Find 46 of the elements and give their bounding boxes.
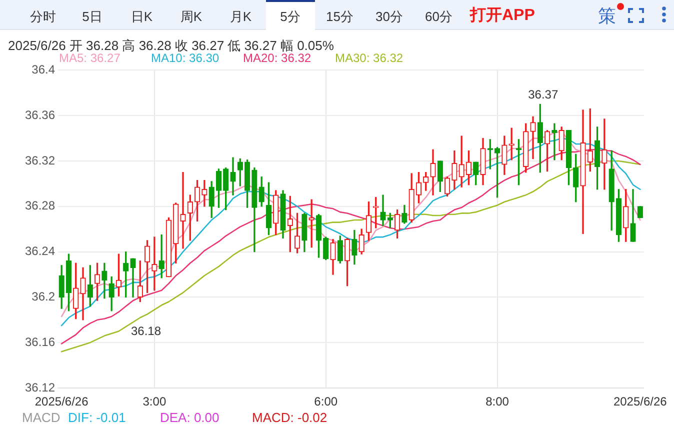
y-tick-label: 36.28 — [24, 198, 56, 213]
text: MACD: -0.02 — [252, 410, 328, 424]
text: MACD — [22, 410, 60, 424]
annotation: 36.37 — [528, 88, 558, 102]
text: 分时 — [30, 8, 56, 24]
text: 周K — [180, 8, 202, 24]
text: 日K — [130, 8, 153, 24]
candlestick — [530, 116, 536, 160]
x-tick-label: 2025/6/26 — [613, 394, 668, 409]
annotation: 36.18 — [131, 324, 162, 338]
text: 月K — [230, 8, 252, 24]
text: 5分 — [280, 8, 300, 24]
candlestick — [152, 236, 158, 291]
x-tick-label: 8:00 — [486, 394, 510, 409]
candlestick — [308, 199, 314, 248]
text: 打开APP — [470, 7, 535, 25]
candlestick — [458, 136, 464, 188]
candlestick — [508, 128, 514, 160]
text: MA20: 36.32 — [243, 51, 312, 65]
text: 60分 — [425, 8, 452, 24]
text: MA10: 36.30 — [151, 51, 220, 65]
text: 策 — [598, 6, 616, 26]
y-tick-label: 36.36 — [24, 108, 56, 122]
y-tick-label: 36.16 — [24, 334, 56, 349]
x-tick-label: 3:00 — [142, 394, 166, 409]
candlestick — [552, 123, 558, 160]
x-tick-label: 6:00 — [314, 394, 338, 409]
candlestick — [202, 180, 208, 207]
text: DEA: 0.00 — [160, 410, 220, 424]
text: 15分 — [326, 8, 354, 24]
y-tick-label: 36.32 — [24, 153, 56, 168]
candlestick — [602, 118, 608, 190]
text: DIF: -0.01 — [68, 410, 126, 424]
y-tick-label: 36.12 — [24, 380, 56, 394]
text: MA5: 36.27 — [59, 51, 120, 65]
text: 30分 — [376, 8, 403, 24]
y-tick-label: 36.24 — [24, 244, 56, 258]
x-tick-label: 2025/6/26 — [34, 394, 89, 409]
y-tick-label: 36.2 — [32, 290, 56, 304]
chart-subtitle: 2025/6/26 开 36.28 高 36.28 收 36.27 低 36.27 幅 0.05% — [8, 38, 334, 52]
y-tick-label: 36.4 — [32, 62, 56, 77]
text: 5日 — [82, 8, 102, 24]
candlestick — [180, 172, 186, 249]
candlestick — [158, 234, 164, 278]
text: MA30: 36.32 — [335, 51, 404, 65]
candlestick — [130, 258, 136, 298]
